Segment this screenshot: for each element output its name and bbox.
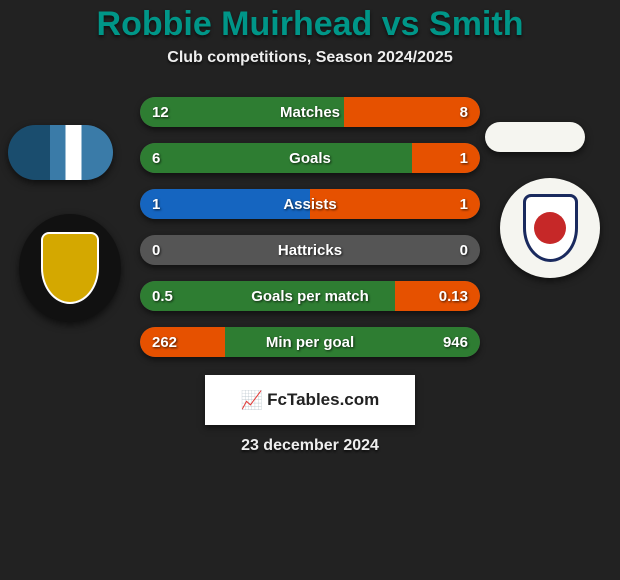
stat-value-right: 0 [460, 242, 468, 259]
player-right-photo [485, 122, 585, 152]
stat-label: Assists [140, 196, 480, 213]
shield-icon [523, 194, 578, 262]
stat-label: Min per goal [140, 334, 480, 351]
stat-label: Matches [140, 104, 480, 121]
page-title: Robbie Muirhead vs Smith [0, 5, 620, 44]
stat-label: Goals per match [140, 288, 480, 305]
stat-label: Goals [140, 150, 480, 167]
shield-icon [41, 232, 99, 304]
stat-row: 1Assists1 [140, 189, 480, 219]
player-left-photo [8, 125, 113, 180]
lion-icon [534, 212, 566, 244]
stat-value-right: 1 [460, 196, 468, 213]
watermark-badge: 📈 FcTables.com [205, 375, 415, 425]
club-badge-right [500, 178, 600, 278]
stat-value-right: 0.13 [439, 288, 468, 305]
stat-row: 12Matches8 [140, 97, 480, 127]
stat-value-right: 1 [460, 150, 468, 167]
watermark-text: FcTables.com [267, 390, 379, 410]
stat-row: 0Hattricks0 [140, 235, 480, 265]
chart-icon: 📈 [241, 390, 263, 411]
stat-value-right: 946 [443, 334, 468, 351]
date-text: 23 december 2024 [0, 437, 620, 455]
stat-row: 0.5Goals per match0.13 [140, 281, 480, 311]
stat-row: 262Min per goal946 [140, 327, 480, 357]
club-badge-left [19, 214, 121, 322]
stat-value-right: 8 [460, 104, 468, 121]
stat-row: 6Goals1 [140, 143, 480, 173]
subtitle: Club competitions, Season 2024/2025 [0, 49, 620, 67]
stat-label: Hattricks [140, 242, 480, 259]
